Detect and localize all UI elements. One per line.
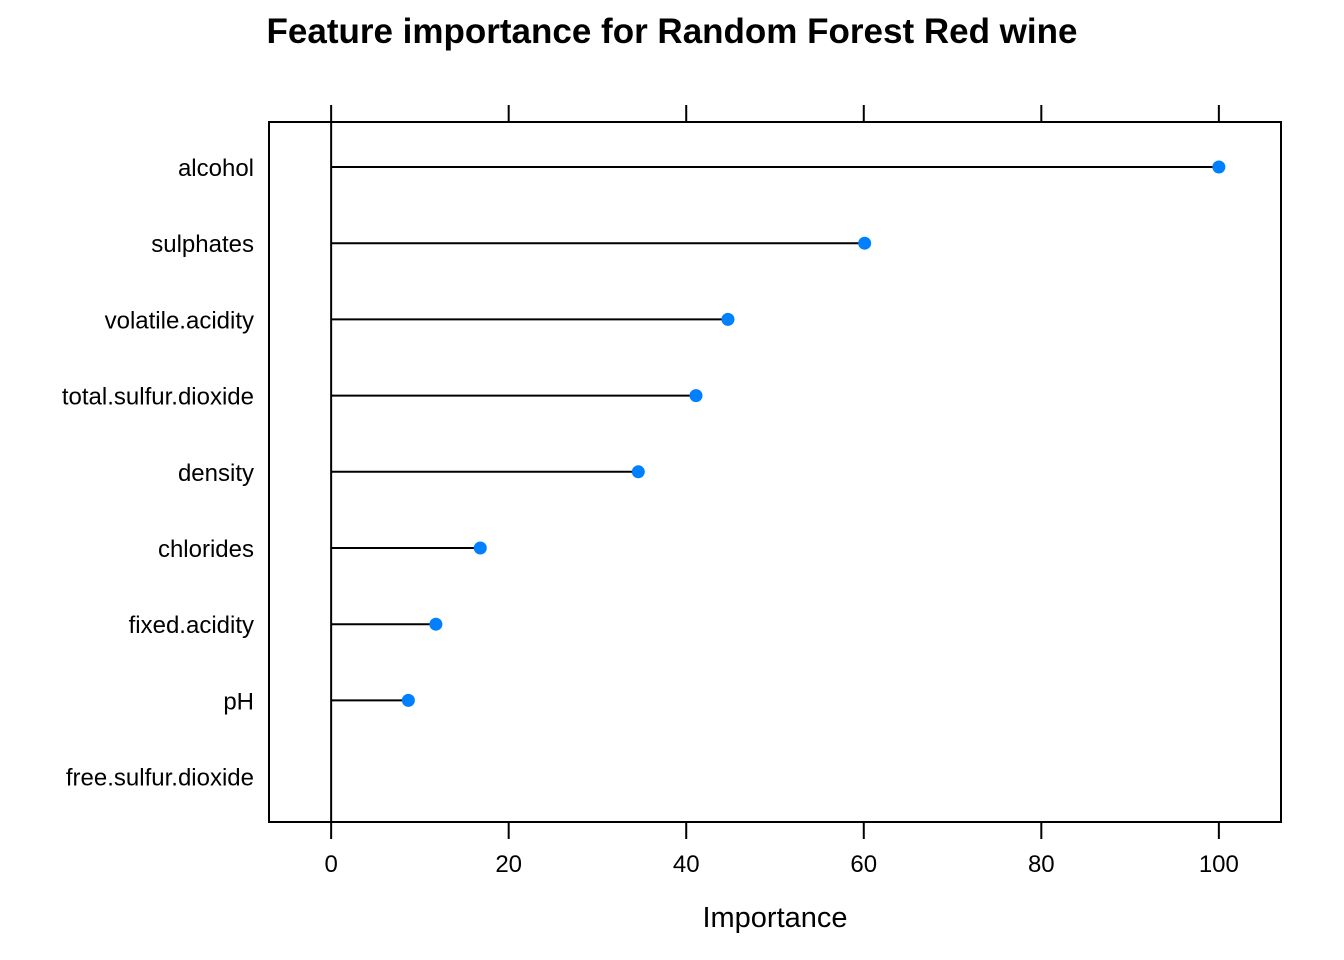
point-pH [401, 693, 415, 707]
category-label: fixed.acidity [129, 612, 254, 639]
point-total.sulfur.dioxide [689, 389, 703, 403]
plot-frame [268, 121, 1282, 823]
category-label: sulphates [151, 231, 254, 258]
x-axis-label: Importance [702, 902, 847, 934]
category-label: free.sulfur.dioxide [66, 765, 254, 792]
importance-stems [331, 166, 1219, 702]
top-axis-ticks [330, 105, 1220, 122]
x-tick-label: 100 [1199, 851, 1239, 878]
x-tick-label: 80 [1028, 851, 1055, 878]
category-label: total.sulfur.dioxide [62, 384, 254, 411]
category-label: alcohol [178, 155, 254, 182]
x-tick-labels: 0 20 40 60 80 100 [324, 851, 1238, 878]
category-labels: alcohol sulphates volatile.acidity total.su… [62, 155, 254, 792]
x-tick-label: 40 [673, 851, 700, 878]
bottom-axis-ticks [330, 822, 1220, 839]
point-fixed.acidity [429, 617, 443, 631]
category-label: volatile.acidity [105, 307, 254, 334]
point-chlorides [473, 541, 487, 555]
point-alcohol [1212, 160, 1226, 174]
chart-title: Feature importance for Random Forest Red… [267, 12, 1078, 51]
point-volatile.acidity [721, 312, 735, 326]
category-label: chlorides [158, 536, 254, 563]
point-density [631, 465, 645, 479]
x-tick-label: 0 [324, 851, 337, 878]
x-tick-label: 60 [850, 851, 877, 878]
importance-points [401, 160, 1226, 707]
category-label: density [178, 460, 254, 487]
point-sulphates [858, 236, 872, 250]
category-label: pH [223, 688, 254, 715]
x-tick-label: 20 [495, 851, 522, 878]
